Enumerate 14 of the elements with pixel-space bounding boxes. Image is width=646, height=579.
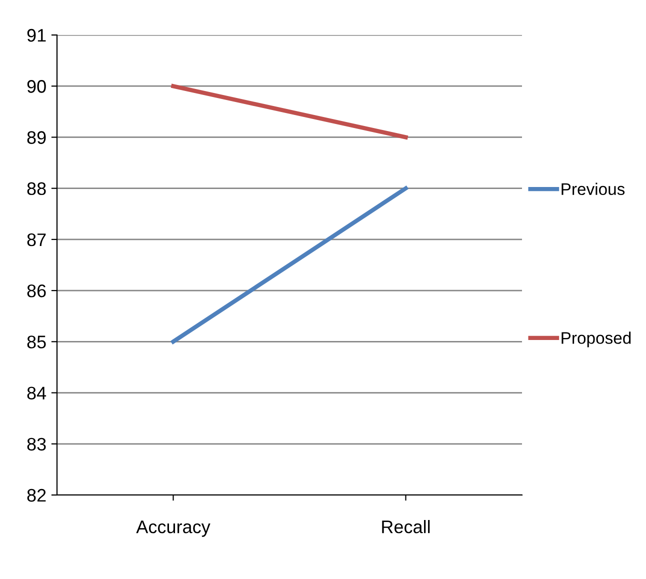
y-tick-label: 88 [27,182,46,196]
y-tick-label: 82 [27,488,46,502]
y-tick-label: 85 [27,336,46,348]
y-tick-label: 86 [27,284,46,298]
y-tick-label: 87 [27,233,46,246]
y-tick-label: 83 [27,438,46,451]
y-tick-label: 89 [27,131,46,144]
x-tick-label: Recall [382,520,430,534]
y-tick-label: 84 [27,386,46,400]
x-tick-label: Accuracy [136,520,210,537]
legend-label: Previous [562,182,625,196]
y-tick-label: 90 [27,80,46,93]
legend-label: Proposed [562,332,631,348]
y-tick-label: 91 [27,28,46,42]
